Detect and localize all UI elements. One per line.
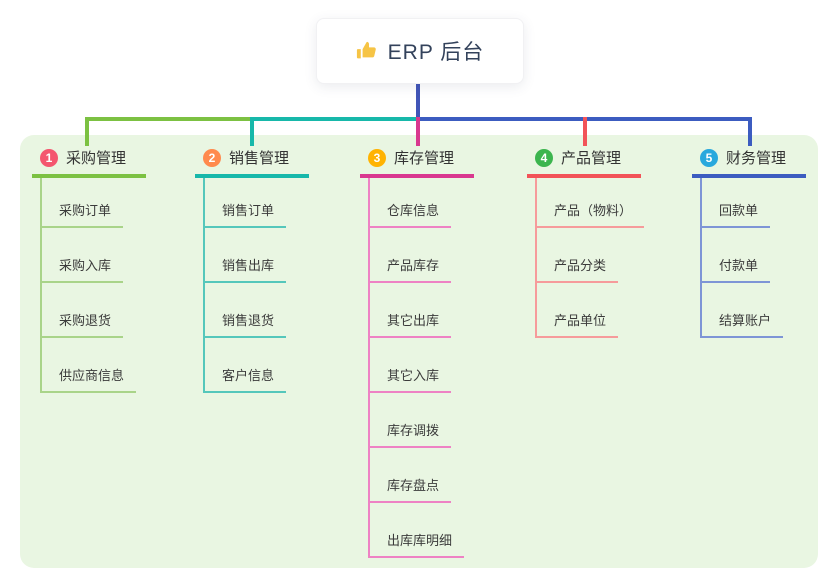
child-label: 销售退货 [205, 310, 287, 338]
branch-drop-line [85, 117, 89, 146]
branch-label: 库存管理 [394, 150, 455, 167]
child-label: 回款单 [702, 200, 771, 228]
child-node[interactable]: 其它出库 [370, 283, 464, 338]
branch-drop-line [583, 117, 587, 146]
child-node[interactable]: 库存盘点 [370, 448, 464, 503]
child-label: 出库库明细 [370, 530, 465, 558]
child-node[interactable]: 客户信息 [205, 338, 287, 393]
branch-drop-line [416, 117, 420, 146]
root-title: ERP 后台 [387, 41, 485, 64]
child-node[interactable]: 出库库明细 [370, 503, 465, 558]
child-label: 产品单位 [537, 310, 619, 338]
root-node[interactable]: ERP 后台 [316, 18, 524, 84]
child-label: 销售订单 [205, 200, 287, 228]
child-label: 其它入库 [370, 365, 452, 393]
branch-children: 产品（物料） 产品分类 产品单位 [535, 178, 645, 338]
branch-children: 销售订单 销售出库 销售退货 客户信息 [203, 178, 287, 393]
child-label: 采购订单 [42, 200, 124, 228]
branch-label: 销售管理 [229, 150, 290, 167]
branch-header[interactable]: 3 库存管理 [360, 146, 474, 178]
bus-segment-2 [250, 117, 420, 121]
child-node[interactable]: 采购退货 [42, 283, 136, 338]
branches-panel [20, 135, 818, 568]
child-node[interactable]: 产品单位 [537, 283, 644, 338]
child-node[interactable]: 产品分类 [537, 228, 644, 283]
trunk-line [416, 84, 420, 119]
child-label: 采购入库 [42, 255, 124, 283]
branch-label: 产品管理 [561, 150, 622, 167]
branch-label: 采购管理 [66, 150, 127, 167]
branch-children: 回款单 付款单 结算账户 [700, 178, 784, 338]
child-label: 产品（物料） [537, 200, 645, 228]
branch-number-badge: 2 [203, 148, 221, 167]
branch: 3 库存管理 仓库信息 产品库存 其它出库 其它入库 库存调拨 库存盘点 出库库… [360, 146, 474, 558]
branch-number-badge: 5 [700, 148, 718, 167]
child-label: 付款单 [702, 255, 771, 283]
branch: 5 财务管理 回款单 付款单 结算账户 [692, 146, 806, 338]
child-label: 库存调拨 [370, 420, 452, 448]
branch-children: 仓库信息 产品库存 其它出库 其它入库 库存调拨 库存盘点 出库库明细 [368, 178, 465, 558]
branch-header[interactable]: 2 销售管理 [195, 146, 309, 178]
child-label: 销售出库 [205, 255, 287, 283]
branch-number-badge: 3 [368, 148, 386, 167]
child-node[interactable]: 产品库存 [370, 228, 464, 283]
child-node[interactable]: 其它入库 [370, 338, 464, 393]
child-label: 其它出库 [370, 310, 452, 338]
branch: 4 产品管理 产品（物料） 产品分类 产品单位 [527, 146, 645, 338]
branch-header[interactable]: 5 财务管理 [692, 146, 806, 178]
branch-header[interactable]: 1 采购管理 [32, 146, 146, 178]
branch-number-badge: 1 [40, 148, 58, 167]
branch-number-badge: 4 [535, 148, 553, 167]
child-node[interactable]: 结算账户 [702, 283, 784, 338]
child-node[interactable]: 仓库信息 [370, 178, 464, 228]
child-label: 仓库信息 [370, 200, 452, 228]
branch-drop-line [748, 117, 752, 146]
child-node[interactable]: 销售出库 [205, 228, 287, 283]
child-label: 采购退货 [42, 310, 124, 338]
child-label: 结算账户 [702, 310, 784, 338]
branch-children: 采购订单 采购入库 采购退货 供应商信息 [40, 178, 137, 393]
child-label: 库存盘点 [370, 475, 452, 503]
child-node[interactable]: 供应商信息 [42, 338, 137, 393]
branch: 1 采购管理 采购订单 采购入库 采购退货 供应商信息 [32, 146, 146, 393]
child-node[interactable]: 销售退货 [205, 283, 287, 338]
child-node[interactable]: 采购入库 [42, 228, 136, 283]
child-node[interactable]: 付款单 [702, 228, 783, 283]
child-node[interactable]: 产品（物料） [537, 178, 645, 228]
branch-header[interactable]: 4 产品管理 [527, 146, 641, 178]
child-node[interactable]: 回款单 [702, 178, 783, 228]
child-node[interactable]: 销售订单 [205, 178, 287, 228]
child-label: 产品分类 [537, 255, 619, 283]
branch-label: 财务管理 [726, 150, 787, 167]
child-node[interactable]: 采购订单 [42, 178, 136, 228]
child-node[interactable]: 库存调拨 [370, 393, 464, 448]
child-label: 产品库存 [370, 255, 452, 283]
bus-segment-1 [85, 117, 254, 121]
child-label: 客户信息 [205, 365, 287, 393]
child-label: 供应商信息 [42, 365, 137, 393]
branch-drop-line [250, 117, 254, 146]
branch: 2 销售管理 销售订单 销售出库 销售退货 客户信息 [195, 146, 309, 393]
thumbs-up-icon [356, 40, 378, 62]
